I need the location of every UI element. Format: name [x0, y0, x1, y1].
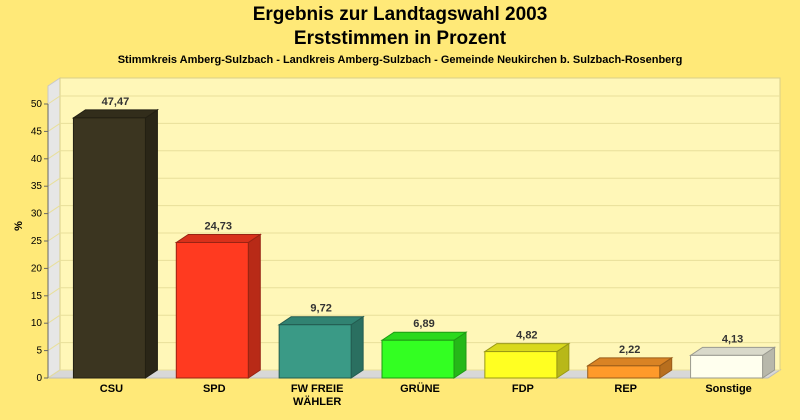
y-tick-label: 0: [36, 373, 42, 384]
bar-side: [144, 108, 158, 379]
y-tick-label: 20: [31, 263, 43, 274]
x-tick-label: REP: [614, 383, 637, 395]
x-tick-label: FW FREIE: [291, 383, 344, 395]
bar-top: [174, 233, 262, 243]
data-label: 47,47: [102, 96, 130, 108]
bar-side: [350, 315, 364, 379]
y-tick-label: 5: [36, 346, 42, 357]
y-tick-label: 25: [31, 236, 43, 247]
y-tick-label: 45: [31, 126, 43, 137]
bar-top: [71, 109, 160, 119]
x-tick-label: SPD: [203, 383, 226, 395]
x-tick-label: WÄHLER: [293, 395, 341, 408]
x-tick-label: FDP: [512, 383, 534, 395]
y-tick-label: 15: [31, 291, 43, 302]
data-label: 6,89: [413, 318, 434, 330]
bar-top: [586, 357, 674, 367]
bar: [587, 365, 661, 379]
grid-line-wall: [47, 369, 61, 379]
bar: [690, 354, 764, 379]
data-label: 4,13: [722, 333, 743, 345]
chart-title: Ergebnis zur Landtagswahl 2003: [252, 4, 548, 25]
bar: [484, 351, 558, 379]
chart-subtitle: Stimmkreis Amberg-Sulzbach - Landkreis A…: [117, 54, 683, 66]
y-tick-label: 35: [31, 181, 43, 192]
grid-line-wall: [47, 177, 61, 187]
bar: [381, 339, 455, 379]
bar-top: [380, 331, 468, 341]
bar-side: [247, 233, 261, 379]
bar: [175, 241, 249, 379]
y-tick-label: 40: [31, 154, 43, 165]
grid-line-wall: [47, 342, 61, 352]
chart-title-line2: Erststimmen in Prozent: [293, 28, 507, 49]
data-label: 2,22: [619, 344, 640, 356]
bar-top: [483, 343, 571, 353]
bar: [278, 324, 352, 379]
y-tick-label: 50: [31, 99, 43, 110]
grid-line-wall: [47, 205, 61, 215]
grid-line-wall: [47, 259, 61, 269]
bar-top: [688, 346, 777, 356]
x-tick-label: GRÜNE: [400, 382, 440, 395]
grid-line-wall: [47, 314, 61, 324]
data-label: 4,82: [516, 330, 537, 342]
x-tick-label: Sonstige: [705, 383, 751, 395]
y-axis-label: %: [13, 221, 25, 231]
data-label: 24,73: [205, 220, 233, 232]
x-tick-label: CSU: [100, 383, 123, 395]
data-label: 9,72: [310, 303, 331, 315]
grid-line-wall: [47, 232, 61, 242]
y-tick-label: 30: [31, 209, 43, 220]
y-tick-label: 10: [31, 318, 43, 329]
left-wall: [47, 77, 61, 379]
grid-line-wall: [47, 122, 61, 132]
bar-top: [277, 316, 365, 326]
grid-line-wall: [47, 95, 61, 105]
grid-line-wall: [47, 150, 61, 160]
grid-line-wall: [47, 287, 61, 297]
bar: [72, 117, 146, 379]
